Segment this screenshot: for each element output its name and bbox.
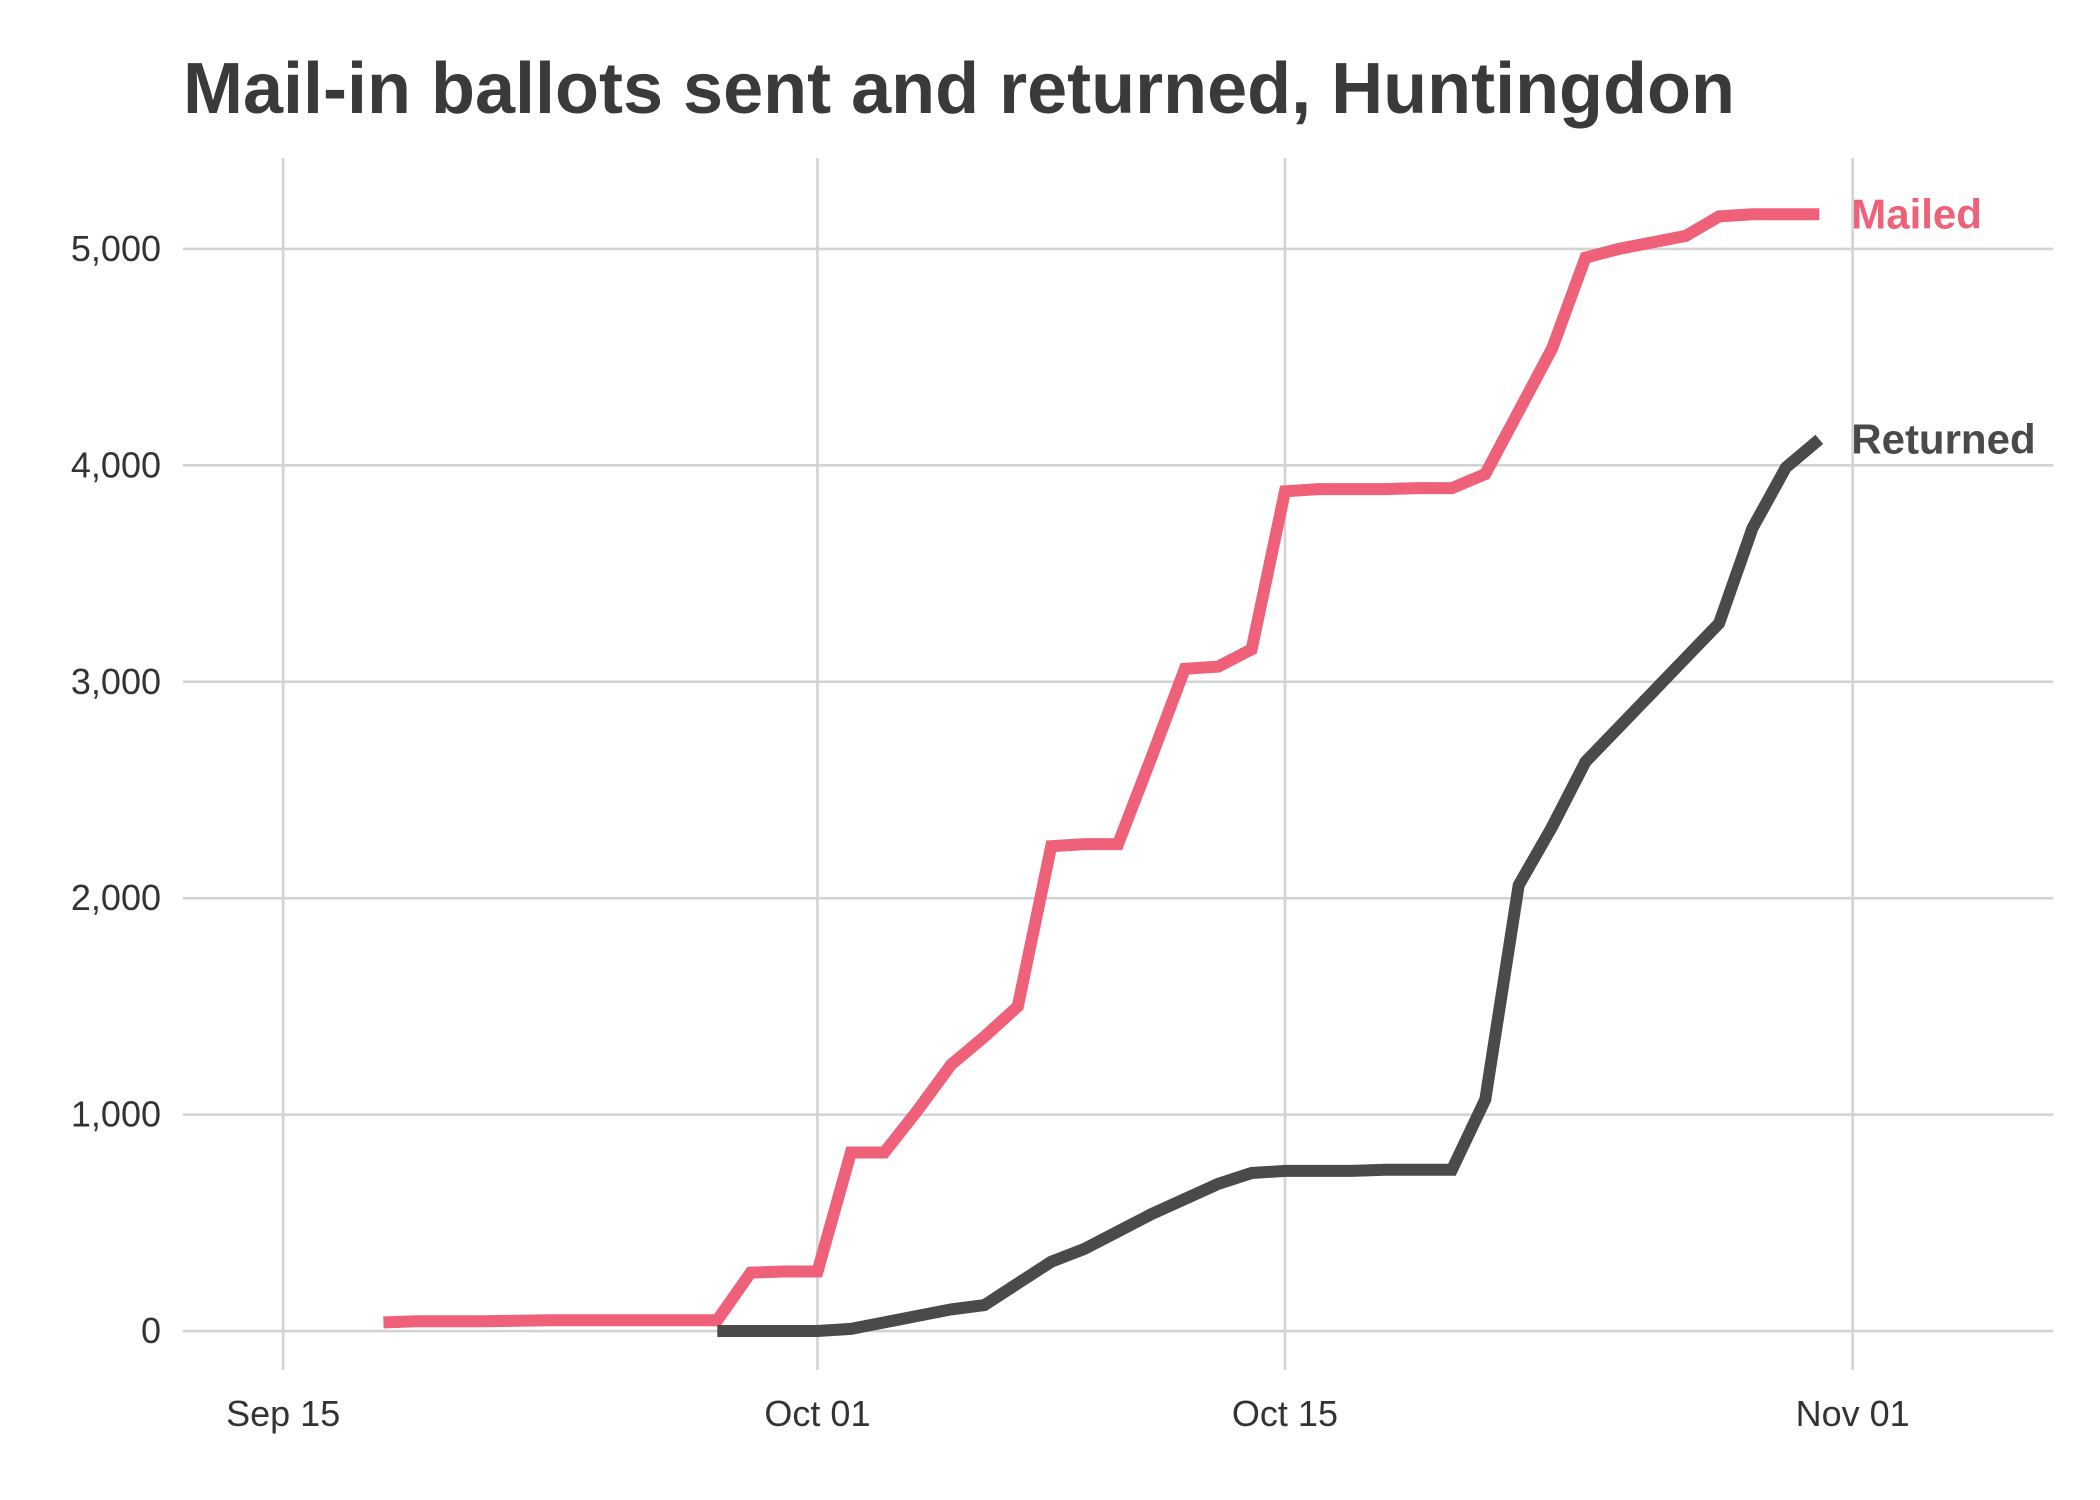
series-labels: Mailed Returned [1851, 190, 2035, 462]
x-tick-label: Oct 15 [1232, 1393, 1338, 1434]
y-tick-label: 5,000 [71, 228, 161, 269]
axis-tick-labels: 0 1,000 2,000 3,000 4,000 5,000 Sep 15 Oct 01 Oc… [71, 228, 1910, 1434]
y-tick-label: 1,000 [71, 1094, 161, 1135]
series-lines [383, 208, 1824, 1337]
y-tick-label: 2,000 [71, 877, 161, 918]
series-label-mailed: Mailed [1851, 190, 1982, 237]
x-tick-label: Sep 15 [226, 1393, 340, 1434]
y-tick-label: 3,000 [71, 661, 161, 702]
chart-title: Mail-in ballots sent and returned, Hunti… [183, 49, 1735, 129]
series-line-returned [717, 434, 1824, 1337]
y-tick-label: 4,000 [71, 444, 161, 485]
series-line-mailed [383, 208, 1820, 1329]
x-tick-label: Oct 01 [764, 1393, 870, 1434]
series-label-returned: Returned [1851, 415, 2035, 462]
y-tick-label: 0 [141, 1310, 161, 1351]
x-tick-label: Nov 01 [1796, 1393, 1910, 1434]
grid-lines [183, 158, 2053, 1370]
